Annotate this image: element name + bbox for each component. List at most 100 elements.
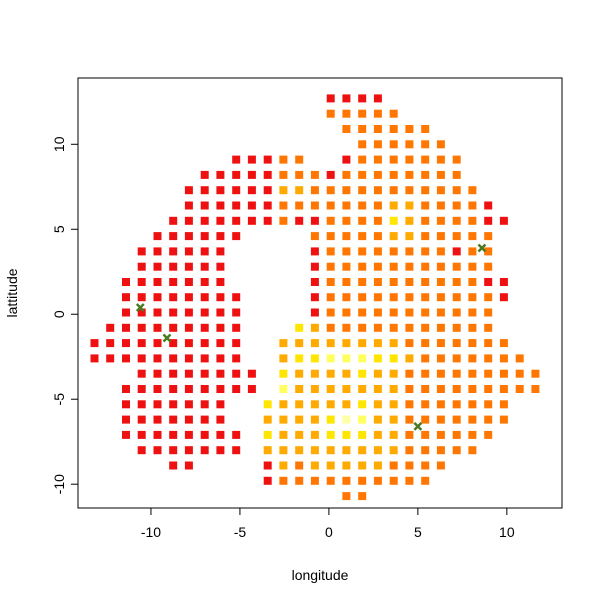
data-cell <box>389 400 398 409</box>
data-cell <box>373 125 382 133</box>
x-tick-label: -10 <box>141 524 161 540</box>
data-cell <box>358 354 367 363</box>
data-cell <box>405 476 414 485</box>
data-cell <box>421 216 430 225</box>
data-cell <box>153 232 162 241</box>
data-cell <box>326 430 335 439</box>
data-cell <box>499 216 508 225</box>
cross-stroke <box>135 303 145 312</box>
data-cell <box>263 476 272 485</box>
data-cell <box>295 385 304 393</box>
data-cell <box>373 476 382 485</box>
data-cell <box>232 293 241 302</box>
data-cell <box>216 430 225 439</box>
data-cell <box>342 155 351 164</box>
y-tick-label: 10 <box>51 136 67 152</box>
data-cell <box>436 140 445 149</box>
data-cell <box>452 293 461 302</box>
data-cell <box>263 201 272 210</box>
data-cell <box>216 385 225 393</box>
data-cell <box>421 430 430 439</box>
data-cell <box>184 461 193 470</box>
data-cell <box>358 430 367 439</box>
data-cell <box>216 323 225 332</box>
data-cell <box>106 339 115 348</box>
data-cell <box>358 155 367 164</box>
cross-markers <box>135 243 487 431</box>
data-cell <box>232 354 241 363</box>
data-cell <box>122 415 130 424</box>
data-cell <box>342 492 351 501</box>
data-cell <box>216 400 225 409</box>
data-cell <box>200 385 209 393</box>
data-cell <box>373 94 382 103</box>
data-cell <box>279 400 288 409</box>
data-cell <box>421 308 430 317</box>
data-cell <box>484 430 493 439</box>
data-cell <box>342 385 351 393</box>
data-cell <box>484 400 493 409</box>
data-cell <box>358 400 367 409</box>
data-cell <box>389 125 398 133</box>
data-cell <box>279 446 288 455</box>
data-cell <box>153 415 162 424</box>
data-cell <box>358 125 367 133</box>
data-cell <box>373 430 382 439</box>
data-cell <box>200 186 209 195</box>
data-cell <box>436 354 445 363</box>
data-cell <box>358 262 367 271</box>
data-cell <box>216 278 225 286</box>
data-cell <box>310 308 319 317</box>
data-cell <box>169 247 178 256</box>
data-cell <box>200 323 209 332</box>
data-cell <box>436 461 445 470</box>
data-cell <box>310 232 319 241</box>
data-cell <box>389 232 398 241</box>
data-cell <box>405 369 414 378</box>
data-cell <box>310 400 319 409</box>
data-cell <box>358 201 367 210</box>
data-cell <box>326 354 335 363</box>
data-cell <box>153 354 162 363</box>
data-cell <box>358 247 367 256</box>
data-cell <box>216 446 225 455</box>
data-cell <box>169 385 178 393</box>
data-cell <box>358 415 367 424</box>
data-cell <box>436 308 445 317</box>
data-cell <box>421 201 430 210</box>
data-cell <box>232 339 241 348</box>
data-cell <box>169 415 178 424</box>
data-cell <box>169 400 178 409</box>
data-cell <box>342 430 351 439</box>
data-cells <box>90 94 540 501</box>
data-cell <box>342 125 351 133</box>
data-cell <box>200 201 209 210</box>
data-cell <box>515 385 524 393</box>
data-cell <box>452 170 461 179</box>
data-cell <box>389 430 398 439</box>
data-cell <box>279 476 288 485</box>
data-cell <box>216 293 225 302</box>
data-cell <box>342 216 351 225</box>
data-cell <box>405 216 414 225</box>
data-cell <box>326 216 335 225</box>
data-cell <box>279 415 288 424</box>
data-cell <box>389 323 398 332</box>
data-cell <box>295 216 304 225</box>
data-cell <box>389 339 398 348</box>
data-cell <box>452 186 461 195</box>
data-cell <box>326 94 335 103</box>
data-cell <box>169 216 178 225</box>
data-cell <box>184 339 193 348</box>
data-cell <box>232 385 241 393</box>
data-cell <box>263 446 272 455</box>
data-cell <box>169 262 178 271</box>
data-cell <box>373 369 382 378</box>
data-cell <box>169 369 178 378</box>
data-cell <box>436 369 445 378</box>
data-cell <box>184 385 193 393</box>
data-cell <box>232 201 241 210</box>
data-cell <box>295 354 304 363</box>
data-cell <box>421 446 430 455</box>
data-cell <box>90 339 99 348</box>
